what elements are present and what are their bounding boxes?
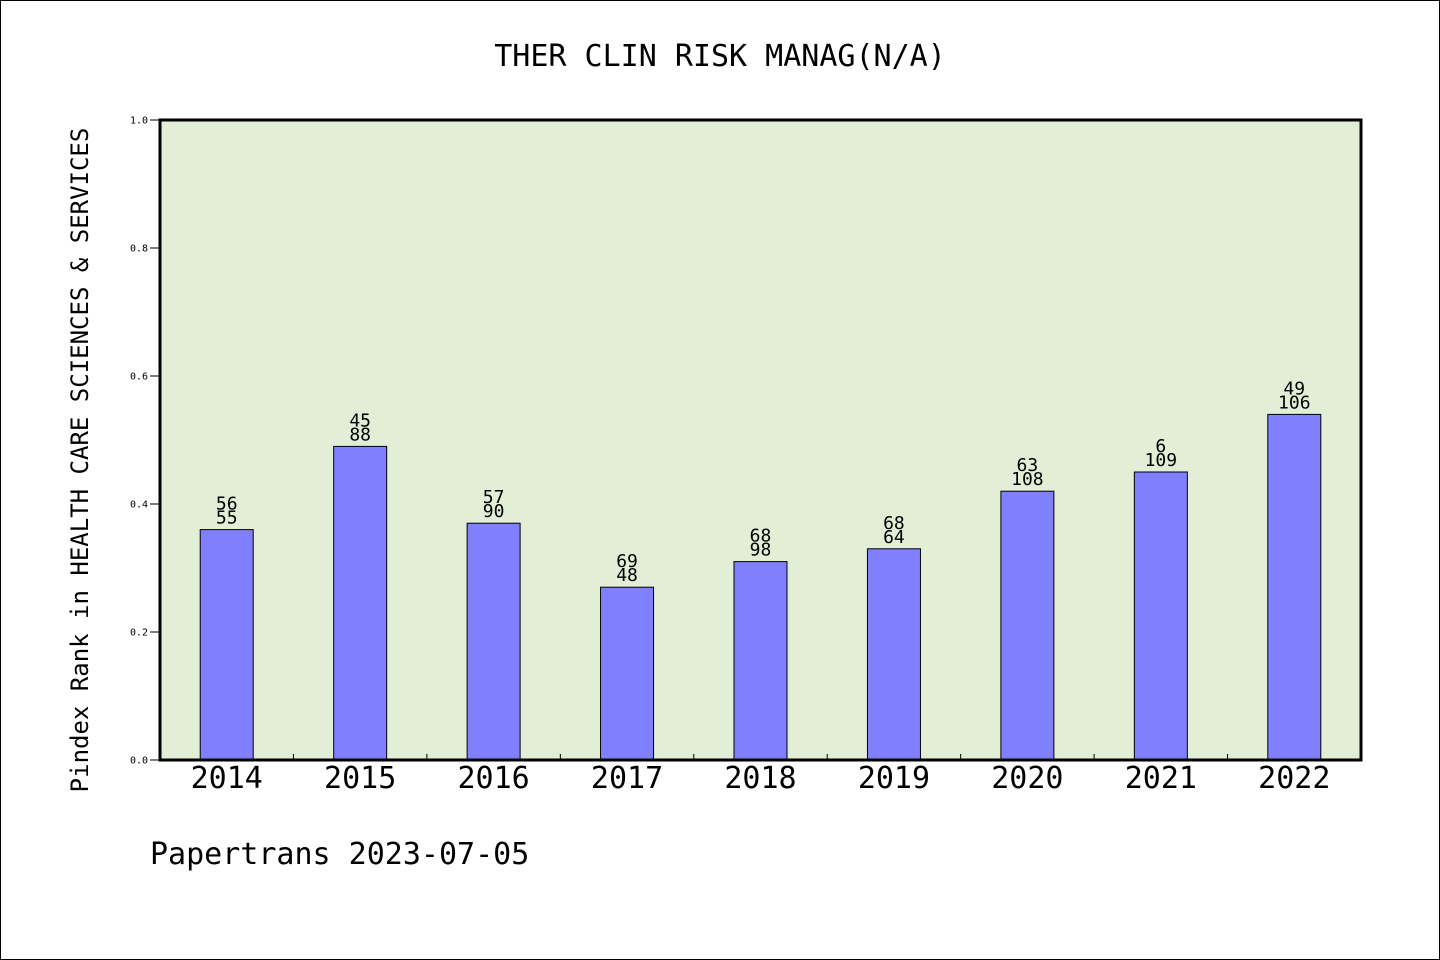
x-tick-label: 2015 <box>324 761 396 796</box>
y-tick-label: 0.6 <box>130 372 148 383</box>
bar-label-top: 49 <box>1283 378 1305 399</box>
bar-2014 <box>199 529 254 761</box>
bar-label-bottom: 98 <box>750 540 772 561</box>
bar-label-top: 45 <box>349 410 371 431</box>
y-axis: 0.0 0.2 0.4 0.6 0.8 1.0 <box>130 116 160 767</box>
x-tick-label: 2022 <box>1258 761 1330 796</box>
x-tick-label: 2017 <box>591 761 663 796</box>
y-tick-label: 0.0 <box>130 756 148 767</box>
x-axis: 2014 2015 2016 2017 2018 2019 2020 2021 2022 <box>191 754 1330 796</box>
y-axis-label: Pindex Rank in HEALTH CARE SCIENCES & SE… <box>66 128 94 793</box>
bar-2020 <box>1000 490 1055 761</box>
plot-border <box>158 118 1363 762</box>
x-tick-label: 2019 <box>858 761 930 796</box>
x-tick-label: 2020 <box>991 761 1063 796</box>
bar-label-bottom: 64 <box>883 527 905 548</box>
bar-label-top: 57 <box>483 487 505 508</box>
bar-label-top: 68 <box>883 513 905 534</box>
bar-label-bottom: 109 <box>1145 450 1178 471</box>
bar-2015 <box>333 445 388 761</box>
bar-2022 <box>1267 413 1322 761</box>
bar-label-bottom: 106 <box>1278 392 1311 413</box>
bar-label-top: 68 <box>750 526 772 547</box>
bar-label-top: 63 <box>1017 455 1039 476</box>
x-tick-label: 2014 <box>191 761 263 796</box>
y-tick-label: 0.4 <box>130 500 148 511</box>
bar-label-top: 69 <box>616 551 638 572</box>
footer-credit: Papertrans 2023-07-05 <box>150 837 529 872</box>
x-tick-label: 2018 <box>724 761 796 796</box>
bar-label-bottom: 108 <box>1011 469 1044 490</box>
x-tick-label: 2016 <box>457 761 529 796</box>
bar-label-bottom: 88 <box>349 424 371 445</box>
bar-label-top: 6 <box>1155 436 1166 457</box>
chart-title: THER CLIN RISK MANAG(N/A) <box>494 39 946 74</box>
y-tick-label: 0.2 <box>130 628 148 639</box>
bar-2018 <box>733 561 788 761</box>
bar-2021 <box>1133 471 1188 761</box>
x-tick-label: 2021 <box>1125 761 1197 796</box>
bar-label-bottom: 48 <box>616 565 638 586</box>
bar-2017 <box>600 586 655 761</box>
bar-2016 <box>466 522 521 761</box>
bar-2019 <box>866 548 921 761</box>
bar-label-top: 56 <box>216 494 238 515</box>
y-tick-label: 1.0 <box>130 116 148 127</box>
y-tick-label: 0.8 <box>130 244 148 255</box>
bar-label-bottom: 55 <box>216 508 238 529</box>
bar-label-bottom: 90 <box>483 501 505 522</box>
